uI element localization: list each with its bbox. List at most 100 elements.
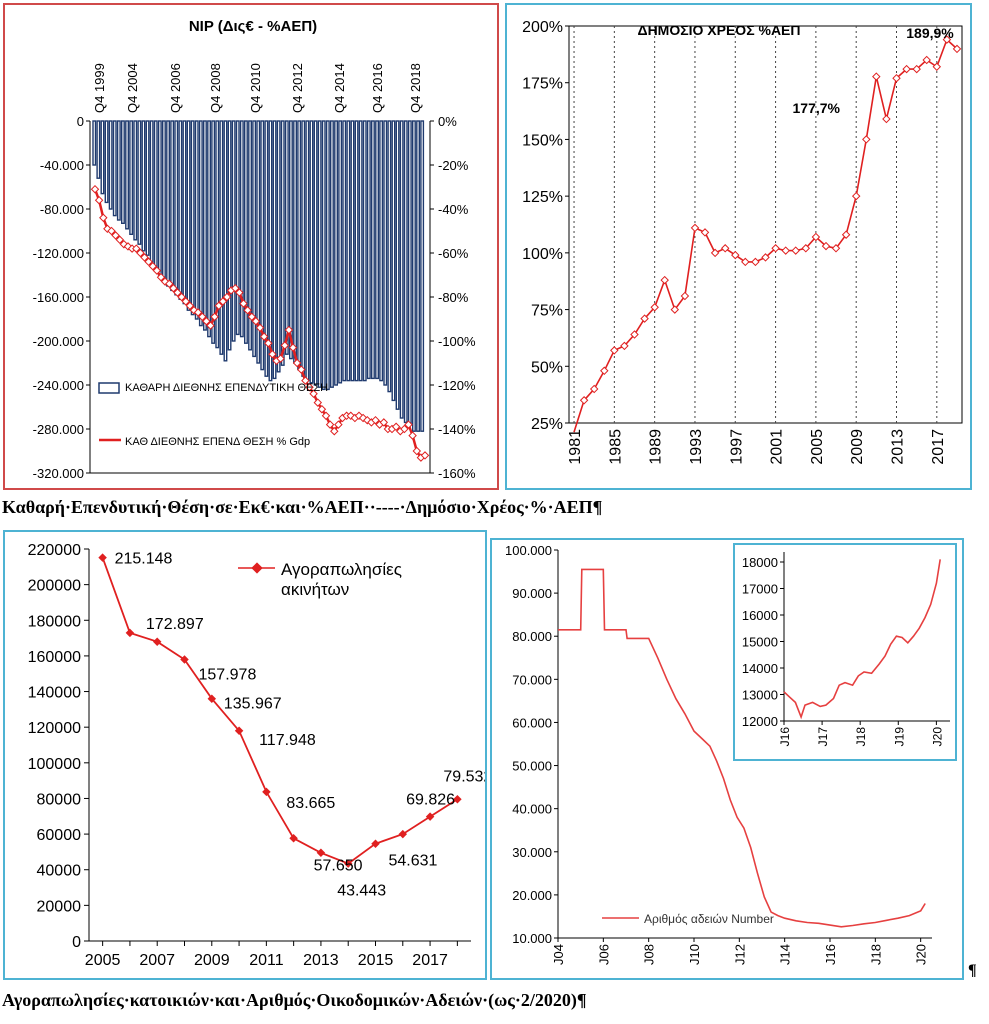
permits-x-tick-label: J10 xyxy=(687,944,702,965)
nip-chart: NIP (Δις€ - %ΑΕΠ) 0 -40.000 -80.000 -120.00… xyxy=(33,18,476,481)
permits-y-tick-label: 80.000 xyxy=(512,629,552,644)
inset-y-tick-label: 12000 xyxy=(742,714,778,729)
debt-x-tick-label: 1989 xyxy=(648,429,665,465)
nip-gdp-point xyxy=(284,325,294,335)
nip-gdp-point xyxy=(400,424,409,434)
nip-bar xyxy=(190,120,195,316)
inset-line-series xyxy=(783,559,941,720)
sales-point xyxy=(234,726,244,736)
nip-left-tick-label: -80.000 xyxy=(40,202,84,217)
sales-data-label: 135.967 xyxy=(224,696,282,713)
legend-bar-label: ΚΑΘΑΡΗ ΔΙΕΘΝΗΣ ΕΠΕΝΔΥΤΙΚΗ ΘΕΣΗ xyxy=(125,382,328,394)
sales-chart-panel: 220000 200000 180000 160000 140000 120000 1000… xyxy=(3,530,492,980)
nip-right-tick-label: -80% xyxy=(438,290,469,305)
nip-bar xyxy=(313,120,318,386)
nip-bar xyxy=(223,120,228,362)
debt-point xyxy=(862,135,871,144)
nip-gdp-point xyxy=(169,283,178,293)
sales-y-tick-label: 20000 xyxy=(37,898,82,915)
nip-bar xyxy=(215,120,220,349)
nip-left-tick-label: 0 xyxy=(77,114,84,129)
debt-x-tick-label: 2013 xyxy=(890,429,907,465)
nip-gdp-point xyxy=(309,389,318,399)
nip-bar xyxy=(252,120,257,358)
debt-point xyxy=(720,244,730,253)
debt-point xyxy=(781,246,790,255)
debt-point xyxy=(882,114,891,124)
debt-point xyxy=(600,366,609,376)
nip-bar xyxy=(354,120,359,382)
nip-bar xyxy=(108,120,113,210)
debt-y-tick-label: 175% xyxy=(522,76,563,93)
sales-y-tick-label: 160000 xyxy=(28,649,81,666)
inset-x-tick-label: J18 xyxy=(854,727,868,747)
sales-x-tick-label: 2017 xyxy=(412,952,448,969)
nip-x-tick-label: Q4 2008 xyxy=(208,63,223,113)
nip-gdp-point xyxy=(231,283,240,293)
nip-bar xyxy=(219,120,224,355)
nip-right-tick-label: -60% xyxy=(438,246,469,261)
nip-gdp-point xyxy=(90,184,100,194)
sales-y-tick-label: 60000 xyxy=(37,827,82,844)
nip-chart-panel: NIP (Δις€ - %ΑΕΠ) 0 -40.000 -80.000 -120.00… xyxy=(3,3,499,490)
permits-x-tick-label: J14 xyxy=(778,944,793,965)
nip-bar xyxy=(297,120,302,371)
debt-point xyxy=(791,246,800,255)
inset-x-tick-label: J17 xyxy=(816,727,830,747)
nip-gdp-point xyxy=(420,451,430,460)
nip-bar xyxy=(387,120,392,393)
sales-point xyxy=(425,812,435,821)
nip-bar xyxy=(104,120,109,204)
nip-gdp-point xyxy=(156,272,166,282)
nip-gdp-point xyxy=(264,338,273,348)
sales-x-tick-label: 2005 xyxy=(85,952,121,969)
nip-bar xyxy=(202,120,207,331)
nip-gdp-point xyxy=(165,279,174,289)
pilcrow: ¶ xyxy=(968,962,977,979)
debt-y-tick-label: 50% xyxy=(531,359,563,376)
sales-y-tick-label: 200000 xyxy=(28,578,81,595)
nip-right-tick-label: -40% xyxy=(438,202,469,217)
debt-y-tick-label: 125% xyxy=(522,189,563,206)
nip-bar xyxy=(112,120,117,217)
nip-gdp-point xyxy=(391,422,401,432)
nip-gdp-point xyxy=(132,244,141,253)
debt-point xyxy=(912,64,921,74)
nip-bar xyxy=(362,120,367,382)
nip-gdp-point xyxy=(317,404,327,414)
sales-data-label: 83.665 xyxy=(286,795,335,812)
nip-gdp-point xyxy=(99,213,108,223)
nip-left-tick-label: -320.000 xyxy=(33,466,84,481)
nip-bar xyxy=(391,120,396,402)
nip-bar xyxy=(309,120,314,384)
debt-y-tick-label: 100% xyxy=(522,246,563,263)
permits-y-tick-label: 10.000 xyxy=(512,931,552,946)
nip-bar xyxy=(231,120,236,342)
nip-gdp-point xyxy=(206,321,215,330)
inset-y-tick-label: 14000 xyxy=(742,661,778,676)
nip-bar xyxy=(358,120,363,382)
nip-bar xyxy=(198,120,203,327)
permits-y-tick-label: 30.000 xyxy=(512,845,552,860)
nip-gdp-point xyxy=(297,365,306,374)
sales-y-tick-label: 120000 xyxy=(28,720,81,737)
sales-legend-line2: ακινήτων xyxy=(281,580,349,599)
nip-gdp-point xyxy=(173,288,182,297)
nip-bar xyxy=(399,120,404,419)
nip-bar xyxy=(100,120,105,195)
nip-bar xyxy=(293,120,297,364)
nip-bar xyxy=(383,120,388,386)
debt-x-tick-label: 2005 xyxy=(809,429,826,465)
sales-x-tick-label: 2011 xyxy=(249,952,284,969)
nip-gdp-point xyxy=(243,305,252,315)
nip-bar xyxy=(371,120,375,380)
nip-gdp-point xyxy=(259,332,269,341)
nip-bar xyxy=(235,120,240,336)
sales-point xyxy=(289,834,298,843)
nip-bar xyxy=(412,120,416,432)
debt-chart-title: ΔΗΜΟΣΙΟ ΧΡΕΟΣ %ΑΕΠ xyxy=(638,22,801,38)
sales-point xyxy=(371,839,380,848)
nip-left-tick-label: -160.000 xyxy=(33,290,84,305)
nip-gdp-point xyxy=(255,323,265,333)
permits-y-tick-label: 60.000 xyxy=(512,715,552,730)
